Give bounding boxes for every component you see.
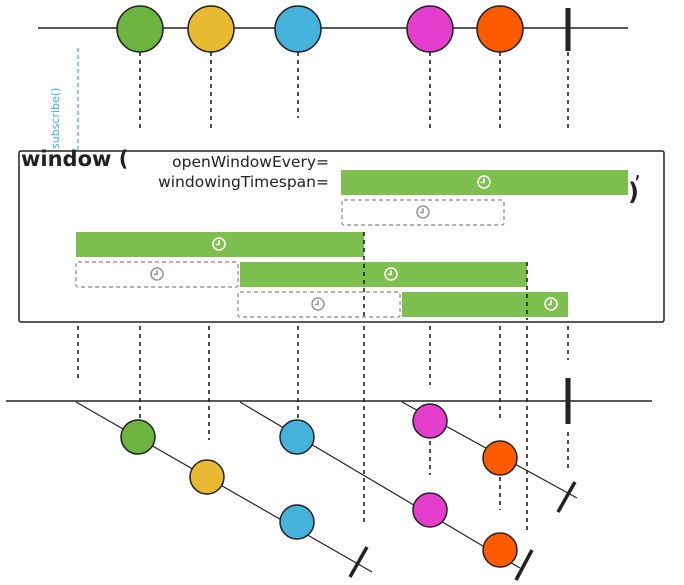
param-open-window-every: openWindowEvery= bbox=[172, 153, 329, 171]
window-3-timeline bbox=[401, 401, 578, 513]
window-1-marble-green bbox=[120, 419, 156, 455]
source-marble-blue bbox=[274, 5, 322, 53]
output-timeline bbox=[6, 326, 652, 581]
source-marble-magenta bbox=[406, 5, 454, 53]
param-windowing-timespan: windowingTimespan= bbox=[158, 173, 329, 191]
window-2-marble-blue bbox=[279, 419, 315, 455]
window-1-timeline bbox=[75, 401, 373, 578]
source-guide-lines bbox=[139, 52, 569, 130]
window-3-marble-orange bbox=[482, 440, 518, 476]
window-bar-2 bbox=[240, 262, 527, 287]
window-bar-1 bbox=[76, 232, 364, 257]
operator-close-paren: ) bbox=[628, 178, 639, 206]
window-3-marble-magenta bbox=[412, 403, 448, 439]
source-marble-yellow bbox=[187, 5, 235, 53]
window-1-completion-icon bbox=[348, 546, 369, 578]
source-timeline: subscribe() bbox=[38, 5, 628, 150]
subscribe-label: subscribe() bbox=[49, 88, 62, 149]
window-1-marble-blue bbox=[279, 504, 315, 540]
window-bar-3 bbox=[402, 292, 568, 317]
window-gap-box-2 bbox=[237, 291, 401, 318]
window-1-marble-yellow bbox=[189, 459, 225, 495]
window-close-guides-inner bbox=[363, 232, 528, 320]
operator-box: window ( openWindowEvery= windowingTimes… bbox=[18, 147, 665, 323]
window-2-marble-orange bbox=[482, 532, 518, 568]
param-comma: , bbox=[634, 159, 641, 184]
window-2-timeline bbox=[239, 401, 534, 581]
source-marble-orange bbox=[476, 5, 524, 53]
operator-name: window ( bbox=[21, 147, 128, 171]
output-guide-lines bbox=[77, 326, 569, 530]
window-2-completion-icon bbox=[514, 549, 534, 581]
source-marble-green bbox=[116, 5, 164, 53]
window-3-completion-icon bbox=[556, 481, 577, 513]
window-2-marble-magenta bbox=[412, 492, 448, 528]
